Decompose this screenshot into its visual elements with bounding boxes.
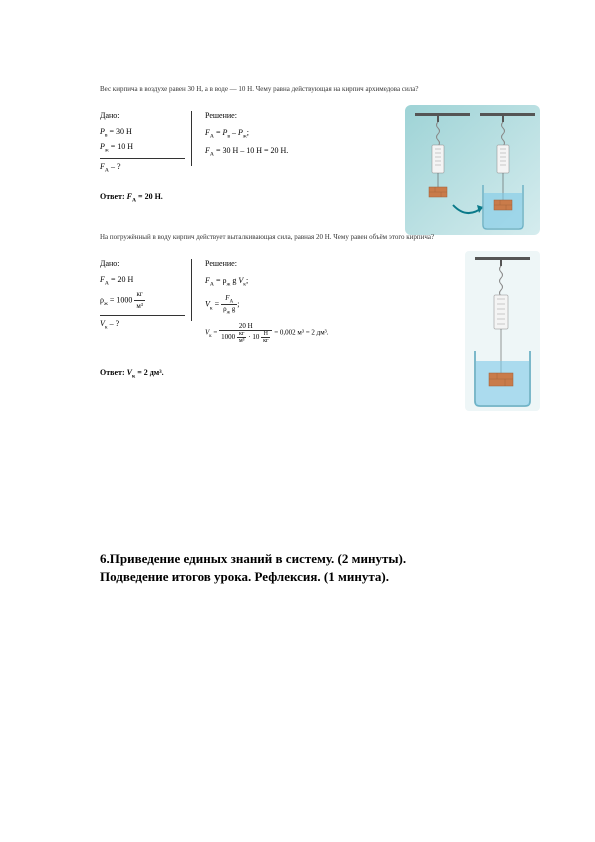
problem1-title: Вес кирпича в воздухе равен 30 Н, а в во… bbox=[100, 85, 530, 93]
given-label: Дано: bbox=[100, 111, 185, 120]
problem-2: На погружённый в воду кирпич действует в… bbox=[100, 233, 530, 379]
problem-1: Вес кирпича в воздухе равен 30 Н, а в во… bbox=[100, 85, 530, 203]
problem2-given: Дано: FА = 20 Н ρж = 1000 кгм³ Vк – ? bbox=[100, 259, 185, 349]
diagram-2 bbox=[465, 251, 540, 416]
solution-line: FА = ρж g Vк; bbox=[205, 276, 385, 288]
divider bbox=[191, 259, 192, 321]
solution-line: Vк = FАρж g; bbox=[205, 294, 385, 316]
given-line: ρж = 1000 кгм³ bbox=[100, 289, 185, 312]
diagram-1 bbox=[405, 105, 540, 240]
given-line: Pв = 30 Н bbox=[100, 126, 185, 141]
solution-line: Vк = 20 Н 1000 кгм³ · 10 Нкг = 0,002 м³ … bbox=[205, 322, 385, 344]
problem1-given: Дано: Pв = 30 Н Pж = 10 Н FА – ? bbox=[100, 111, 185, 174]
archimedes-diagram-icon bbox=[405, 105, 540, 235]
problem2-title: На погружённый в воду кирпич действует в… bbox=[100, 233, 530, 241]
problem2-solution: Решение: FА = ρж g Vк; Vк = FАρж g; Vк =… bbox=[205, 259, 385, 349]
solution-label: Решение: bbox=[205, 259, 385, 268]
given-line: Pж = 10 Н bbox=[100, 141, 185, 156]
divider bbox=[191, 111, 192, 166]
footer-line-2: Подведение итогов урока. Рефлексия. (1 м… bbox=[100, 568, 500, 586]
footer-text: 6.Приведение единых знаний в систему. (2… bbox=[100, 550, 500, 586]
problem1-solution: Решение: FА = Pв – Pж; FА = 30 Н – 10 Н … bbox=[205, 111, 335, 174]
solution-line: FА = 30 Н – 10 Н = 20 Н. bbox=[205, 146, 335, 158]
beaker-diagram-icon bbox=[465, 251, 540, 411]
footer-line-1: 6.Приведение единых знаний в систему. (2… bbox=[100, 550, 500, 568]
find-line: Vк – ? bbox=[100, 319, 185, 331]
solution-label: Решение: bbox=[205, 111, 335, 120]
given-line: FА = 20 Н bbox=[100, 274, 185, 289]
find-line: FА – ? bbox=[100, 162, 185, 174]
given-label: Дано: bbox=[100, 259, 185, 268]
solution-line: FА = Pв – Pж; bbox=[205, 128, 335, 140]
